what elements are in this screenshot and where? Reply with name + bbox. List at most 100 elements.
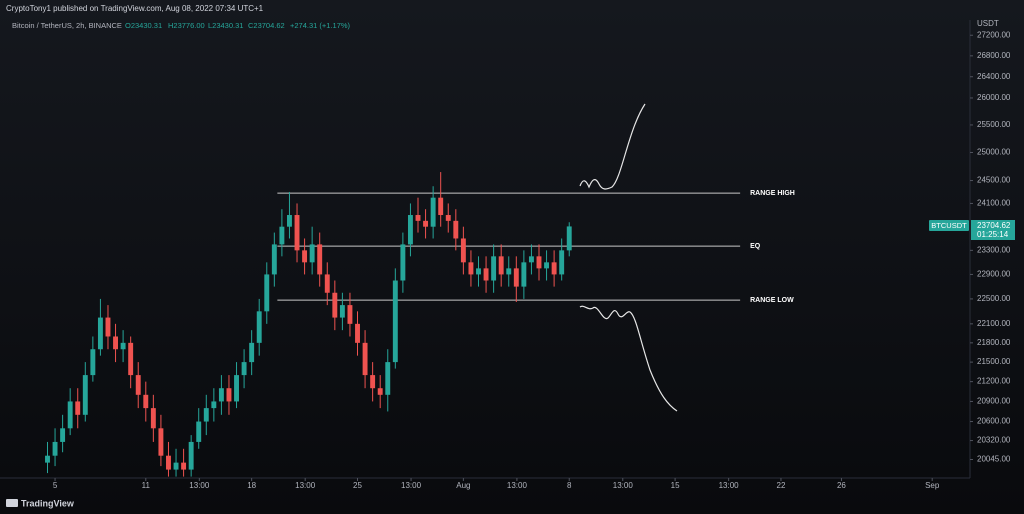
y-tick-label: 26000.00 [977, 93, 1011, 102]
candle-body [355, 323, 360, 343]
candle-body [423, 220, 429, 227]
ohlc-low: L23430.31 [208, 21, 243, 30]
candle-body [491, 256, 497, 281]
candle-body [143, 394, 149, 409]
candle-body [309, 244, 315, 263]
candle-body [566, 226, 572, 251]
candle-body [506, 268, 512, 275]
x-tick-label: 13:00 [719, 481, 740, 490]
projection-down [579, 305, 678, 412]
candle-body [105, 317, 111, 337]
candle-body [536, 256, 542, 269]
y-tick-label: 25000.00 [977, 148, 1011, 157]
brand: TradingView [21, 498, 75, 508]
y-tick-label: 24500.00 [977, 176, 1011, 185]
candle-body [483, 268, 489, 281]
candle-body [286, 215, 292, 227]
y-tick-label: 21800.00 [977, 338, 1011, 347]
candle-body [339, 305, 345, 318]
candle-body [294, 215, 300, 251]
footer-logo: TradingView [6, 498, 75, 508]
candle-body [407, 215, 413, 245]
candle-body [196, 421, 202, 442]
candle-body [113, 336, 118, 350]
y-tick-label: 20045.00 [977, 455, 1011, 464]
y-tick-label: 20900.00 [977, 397, 1011, 406]
x-tick-label: Aug [456, 481, 470, 490]
candle-body [173, 462, 179, 470]
x-tick-label: 15 [671, 481, 680, 490]
candle-body [370, 375, 376, 389]
ohlc-high: H23776.00 [168, 21, 205, 30]
x-tick-label: 13:00 [507, 481, 528, 490]
y-axis-label: USDT [977, 19, 999, 28]
candle-body [362, 342, 368, 376]
candle-body [188, 441, 194, 470]
candle-body [150, 408, 156, 429]
candle-body [453, 220, 459, 239]
publisher: CryptoTony1 published on TradingView.com… [6, 4, 264, 13]
candle-body [45, 455, 50, 463]
candle-body [271, 244, 277, 275]
y-tick-label: 26800.00 [977, 51, 1011, 60]
candle-body [498, 256, 504, 275]
logo-icon [6, 499, 18, 507]
candle-body [97, 317, 103, 350]
candle-body [218, 388, 224, 402]
candle-body [392, 280, 398, 363]
candle-body [166, 455, 171, 470]
candle-body [559, 250, 565, 275]
candle-body [347, 305, 353, 324]
x-tick-label: 8 [567, 481, 572, 490]
y-tick-label: 22100.00 [977, 319, 1011, 328]
candle-body [430, 197, 436, 227]
badge-name: BTCUSDT [931, 221, 967, 230]
x-tick-label: 13:00 [401, 481, 422, 490]
projection-up [579, 103, 646, 190]
candle-body [513, 268, 519, 287]
x-tick-label: 18 [247, 481, 256, 490]
candle-body [544, 262, 550, 269]
candle-body [120, 342, 126, 350]
candle-body [302, 250, 308, 263]
candle-body [528, 256, 534, 263]
level-label: EQ [750, 243, 761, 250]
price-badge: BTCUSDT 23704.62 01:25:14 [929, 220, 1015, 240]
candle-body [264, 274, 270, 312]
y-tick-label: 20600.00 [977, 417, 1011, 426]
candle-body [226, 388, 232, 402]
badge-countdown: 01:25:14 [977, 230, 1009, 239]
x-tick-label: Sep [925, 481, 940, 490]
candle-body [256, 311, 262, 343]
y-tick-label: 22900.00 [977, 270, 1011, 279]
candle-body [468, 262, 474, 275]
x-tick-label: 13:00 [189, 481, 210, 490]
candle-body [521, 262, 527, 287]
candle-body [67, 401, 73, 429]
candle-body [324, 274, 330, 293]
candle-body [181, 462, 187, 470]
candle-body [241, 362, 247, 376]
candle-body [551, 262, 557, 275]
badge-name-box [929, 220, 969, 231]
candle-body [476, 268, 481, 275]
candle-body [82, 375, 88, 415]
level-label: RANGE HIGH [750, 190, 795, 197]
x-tick-label: 11 [142, 481, 151, 490]
y-tick-label: 22500.00 [977, 294, 1011, 303]
candle-body [90, 349, 96, 376]
badge-price-box [971, 220, 1015, 240]
candle-body [445, 215, 451, 221]
ohlc-close: C23704.62 [248, 21, 285, 30]
candle-body [438, 197, 444, 216]
x-tick-label: 25 [353, 481, 362, 490]
ohlc-change: +274.31 (+1.17%) [290, 21, 351, 30]
candle-body [332, 292, 338, 318]
x-tick-label: 13:00 [613, 481, 634, 490]
y-tick-label: 27200.00 [977, 30, 1011, 39]
candle-body [211, 401, 217, 409]
ohlc-open: O23430.31 [125, 21, 162, 30]
candle-body [75, 401, 81, 415]
